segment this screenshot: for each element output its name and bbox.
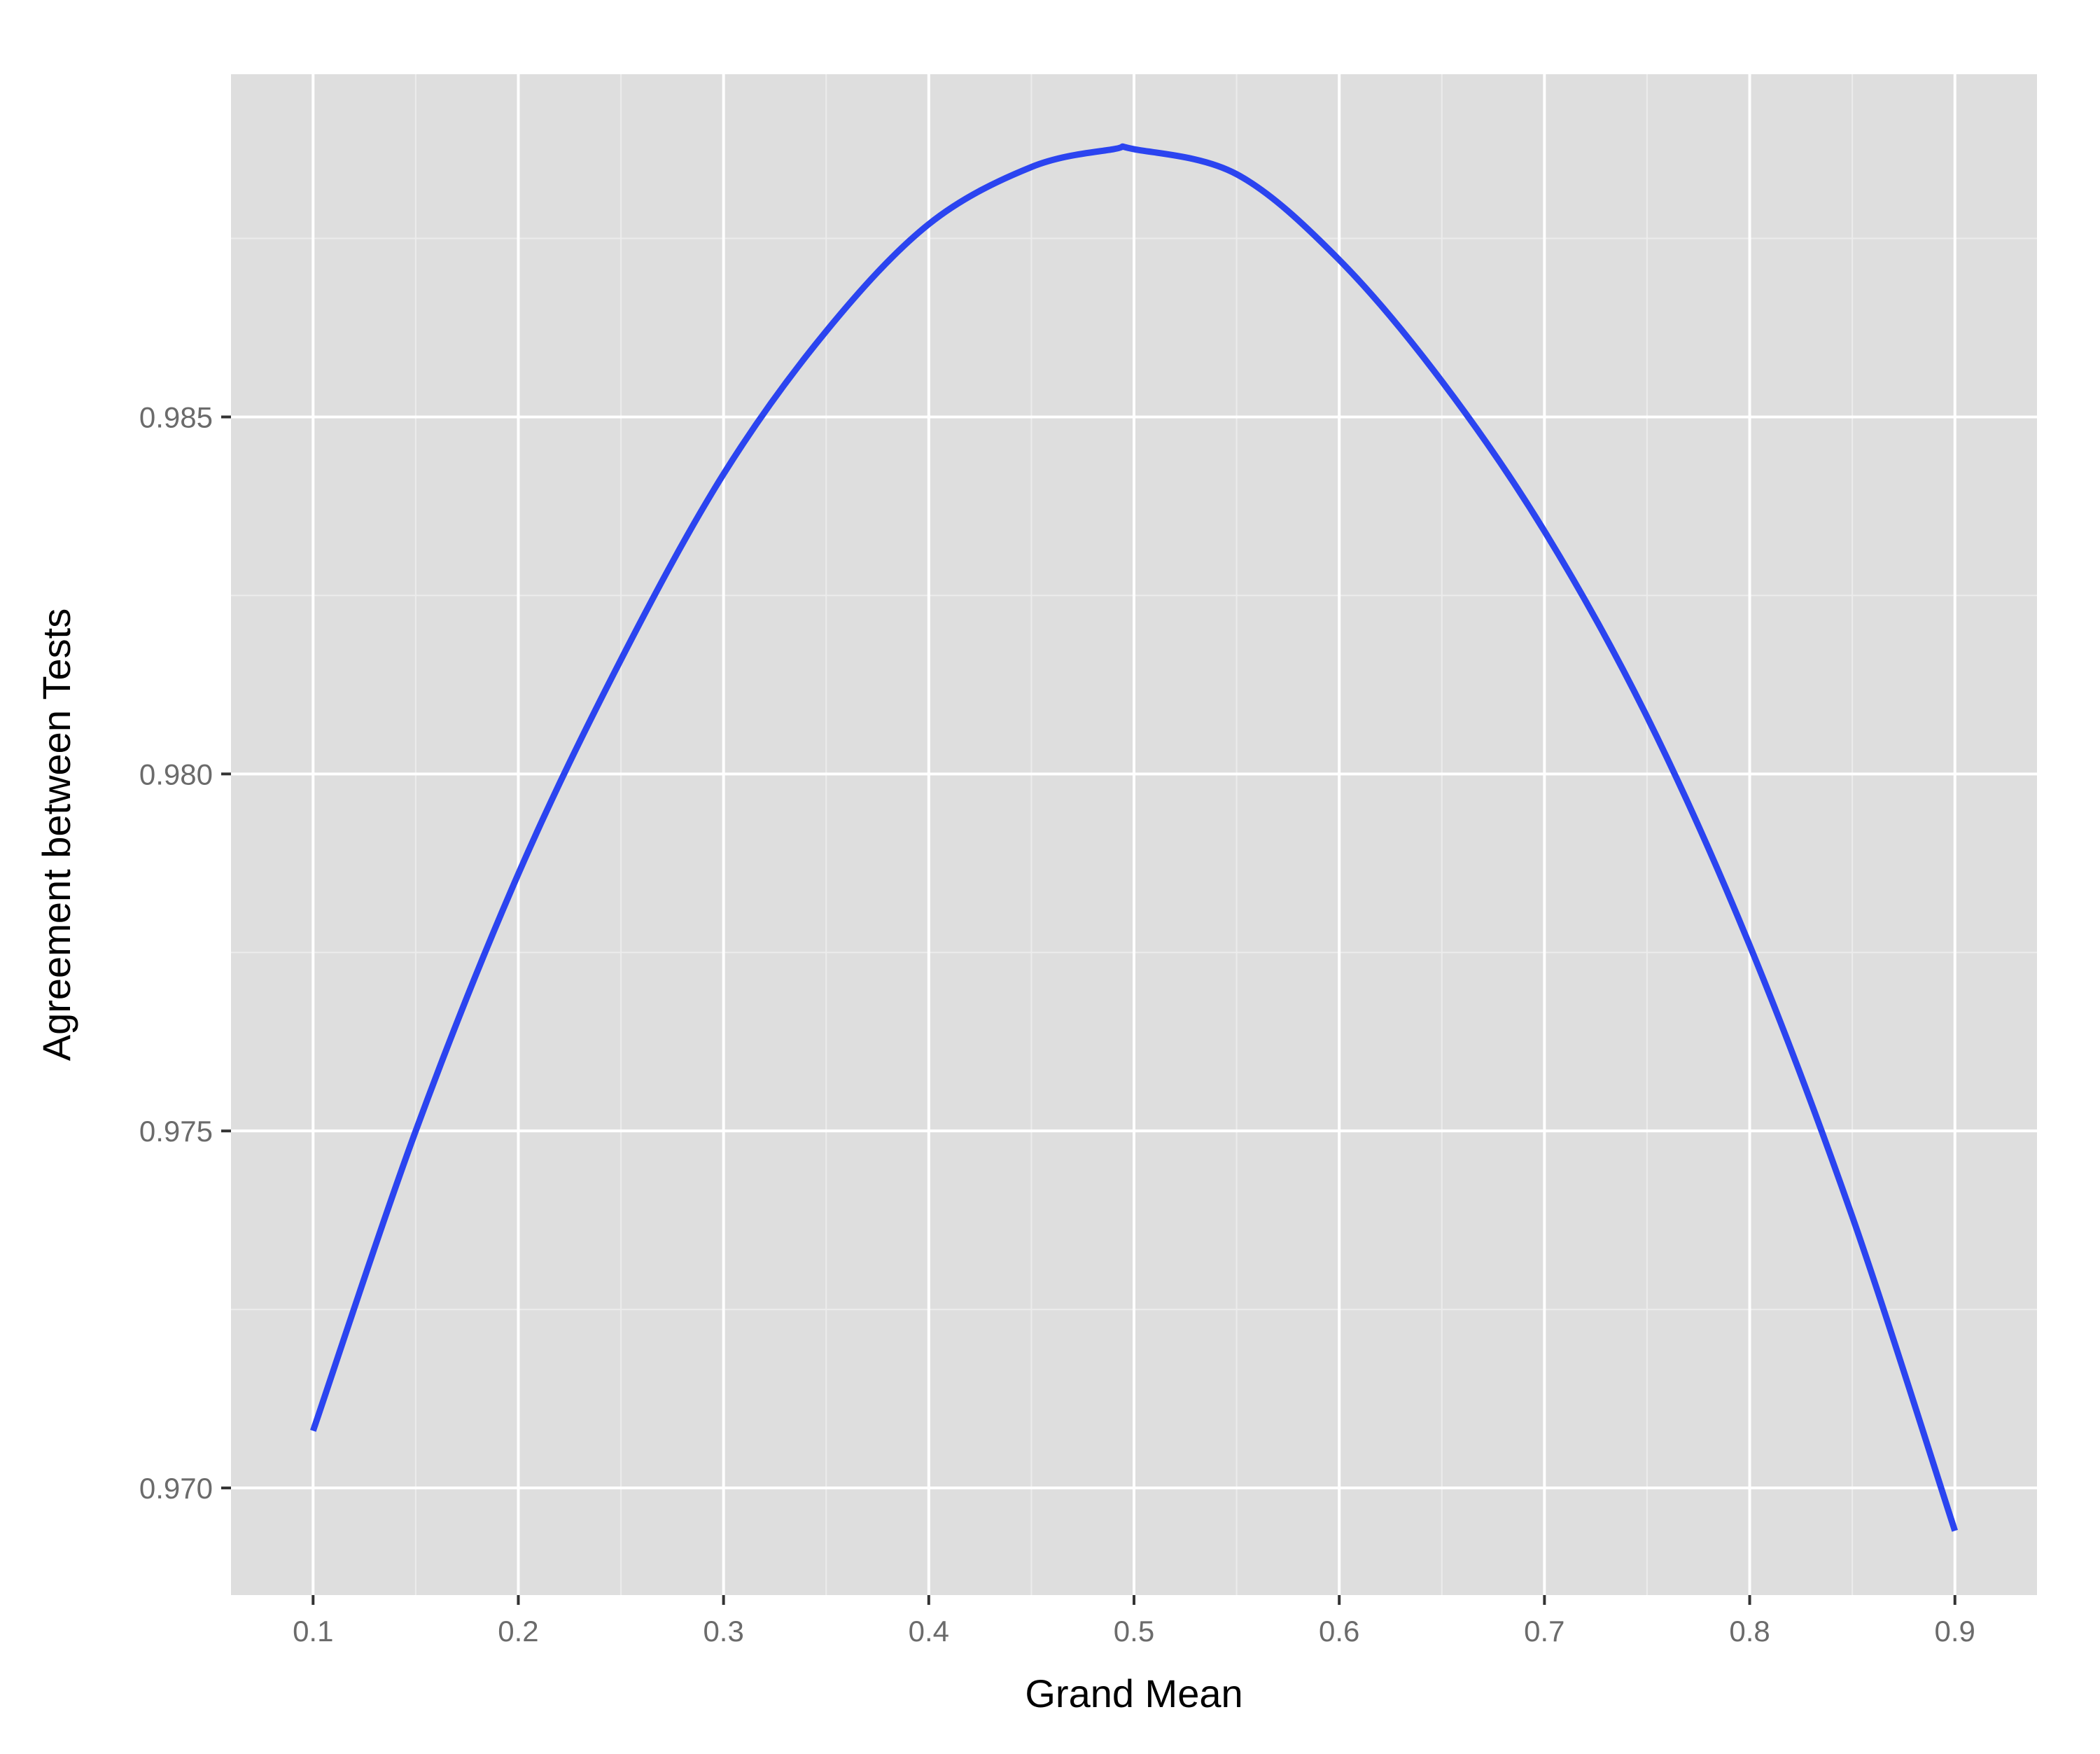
x-axis-ticks: 0.1 0.2 0.3 0.4 0.5 0.6 0.7 0.8 0.9 <box>293 1595 1975 1648</box>
x-tick-label: 0.2 <box>498 1615 538 1648</box>
x-tick-label: 0.3 <box>703 1615 743 1648</box>
y-axis-title: Agreement between Tests <box>34 608 78 1061</box>
x-tick-label: 0.5 <box>1114 1615 1154 1648</box>
x-tick-label: 0.7 <box>1524 1615 1564 1648</box>
y-tick-label: 0.970 <box>139 1472 213 1505</box>
series-layer <box>310 143 1959 1532</box>
y-tick-label: 0.975 <box>139 1115 213 1148</box>
y-tick-label: 0.985 <box>139 401 213 433</box>
x-axis-title: Grand Mean <box>1025 1671 1242 1715</box>
x-tick-label: 0.6 <box>1319 1615 1359 1648</box>
y-tick-label: 0.980 <box>139 758 213 791</box>
y-axis-ticks: 0.970 0.975 0.980 0.985 <box>139 401 231 1505</box>
x-tick-label: 0.4 <box>909 1615 949 1648</box>
major-gridlines <box>231 74 2037 1595</box>
series-line-0 <box>310 143 1959 1532</box>
x-tick-label: 0.8 <box>1729 1615 1770 1648</box>
x-tick-label: 0.9 <box>1935 1615 1975 1648</box>
x-tick-label: 0.1 <box>293 1615 333 1648</box>
